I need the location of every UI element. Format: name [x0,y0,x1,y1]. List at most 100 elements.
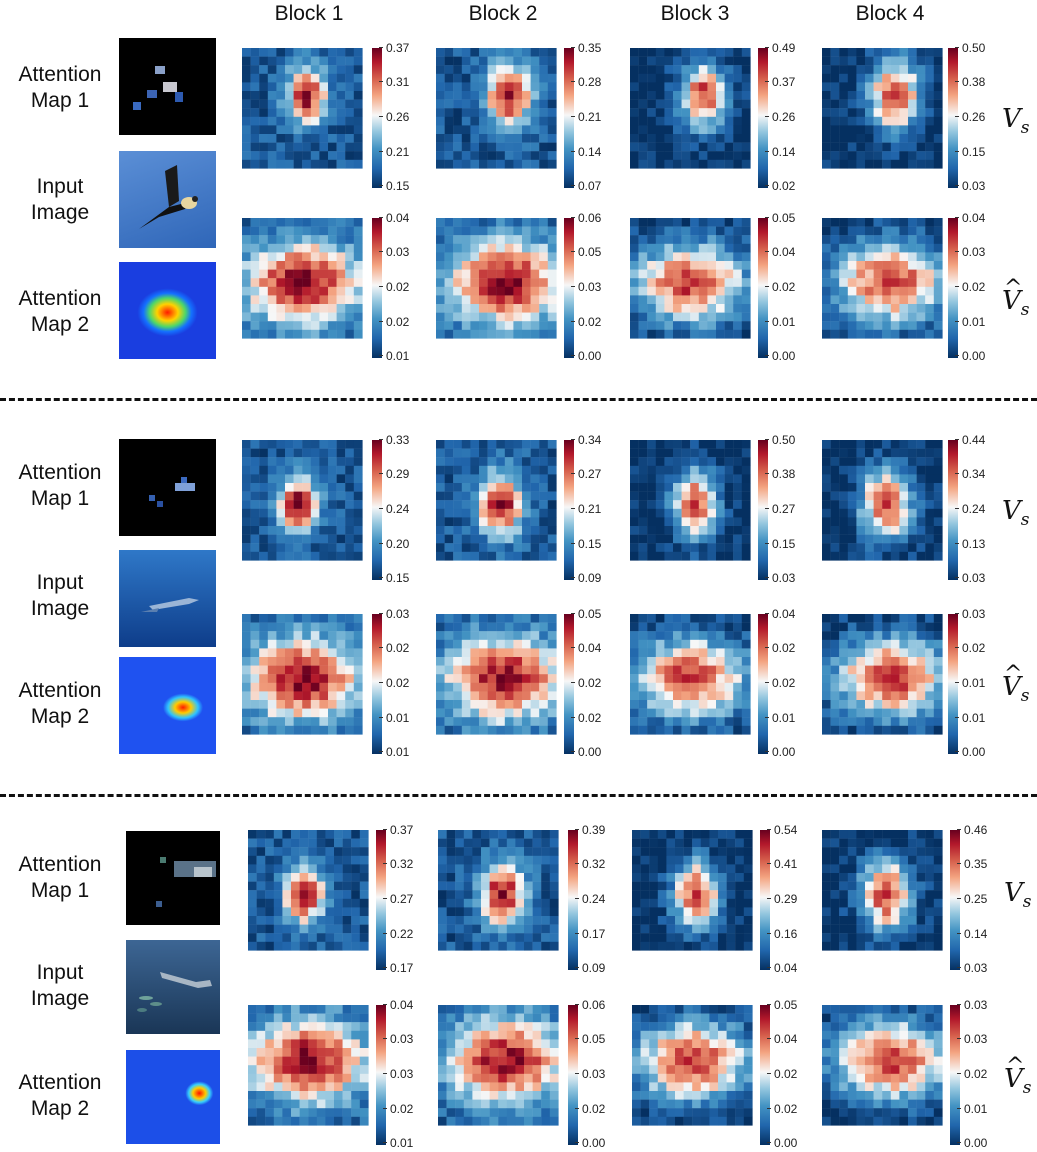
heatmap-cell [640,838,650,848]
heatmap-cell [479,526,488,535]
colorbar-tick: 0.05 [570,245,602,259]
heatmap-cell [453,48,462,57]
colorbar-tick: 0.06 [570,211,602,225]
heatmap-cell [481,1022,490,1031]
heatmap-cell [698,700,708,709]
heatmap-cell [342,933,352,942]
heatmap-cell [933,491,943,501]
heatmap-cell [916,691,926,701]
heatmap-cell [539,500,548,509]
heatmap-cell [276,474,286,484]
heatmap-cell [453,508,462,518]
heatmap-cell [847,329,857,339]
heatmap-cell [735,1082,744,1092]
heatmap-cell [899,639,909,649]
heatmap-cell [899,261,909,270]
heatmap-cell [664,56,674,66]
heatmap-cell [498,847,507,856]
heatmap-cell [285,269,294,279]
heatmap-cell [259,491,268,501]
heatmap-cell [285,517,294,527]
heatmap-cell [256,847,266,856]
heatmap-cell [282,1022,292,1031]
heatmap-cell [328,648,337,658]
heatmap-cell [865,907,874,917]
heatmap-cell [690,295,699,305]
heatmap-cell [933,890,943,899]
heatmap-cell [916,631,926,640]
heatmap-cell [724,329,734,339]
heatmap-cell [242,82,251,92]
heatmap-cell [524,924,533,934]
heatmap-cell [856,551,866,561]
heatmap-cell [822,534,831,544]
heatmap-cell [908,1048,917,1057]
heatmap-cell [655,534,665,544]
heatmap-cell [479,65,488,74]
heatmap-cell [698,639,708,649]
heatmap-cell [470,151,480,160]
heatmap-cell [692,1091,701,1100]
heatmap-cell [259,226,268,236]
heatmap-cell [319,448,329,458]
heatmap-cell [830,286,840,296]
heatmap-cell [444,116,454,126]
heatmap-cell [916,614,926,623]
heatmap-cell [461,304,471,313]
heatmap-cell [865,1013,874,1023]
heatmap-cell [640,1022,650,1031]
heatmap-g2-vs-b1 [242,440,363,561]
heatmap-cell [899,278,909,287]
heatmap-cell [666,847,676,856]
heatmap-cell [638,48,648,57]
heatmap-cell [865,526,874,535]
heatmap-cell [479,151,488,160]
heatmap-cell [328,465,337,475]
heatmap-cell [524,1039,533,1049]
heatmap-cell [515,916,525,925]
heatmap-cell [726,1039,736,1049]
heatmap-cell [649,1116,658,1126]
heatmap-cell [666,1082,676,1092]
heatmap-cell [839,881,848,891]
heatmap-cell [839,526,848,535]
heatmap-cell [726,1048,736,1057]
heatmap-cell [515,941,525,951]
heatmap-cell [504,108,514,117]
heatmap-cell [673,73,682,83]
heatmap-cell [873,125,883,135]
heatmap-cell [267,534,277,544]
heatmap-cell [726,1013,736,1023]
colorbar-tick: 0.02 [764,280,796,294]
heatmap-cell [638,682,648,692]
heatmap-cell [916,622,926,632]
heatmap-cell [822,1116,831,1126]
heatmap-cell [353,235,363,244]
colorbar-tick: 0.31 [378,75,410,89]
heatmap-cell [873,881,883,891]
heatmap-cell [496,252,505,262]
heatmap-cell [522,657,531,666]
heatmap-cell [444,252,454,262]
heatmap-cell [293,622,303,632]
heatmap-cell [334,1108,343,1117]
heatmap-cell [259,725,268,735]
colorbar-tick: 0.02 [378,280,410,294]
heatmap-cell [822,1013,831,1023]
heatmap-cell [908,933,917,942]
heatmap-cell [916,483,926,492]
heatmap-cell [690,674,699,683]
heatmap-cell [293,321,303,330]
heatmap-g1-vs-b4 [822,48,943,169]
heatmap-cell [498,1013,507,1023]
heatmap-cell [549,924,559,934]
heatmap-cell [522,700,531,709]
heatmap-cell [539,657,548,666]
heatmap-cell [506,1048,516,1057]
heatmap-cell [453,448,462,458]
heatmap-cell [726,907,736,917]
heatmap-cell [539,151,548,160]
heatmap-cell [250,725,260,735]
heatmap-cell [890,440,900,449]
heatmap-cell [899,657,909,666]
